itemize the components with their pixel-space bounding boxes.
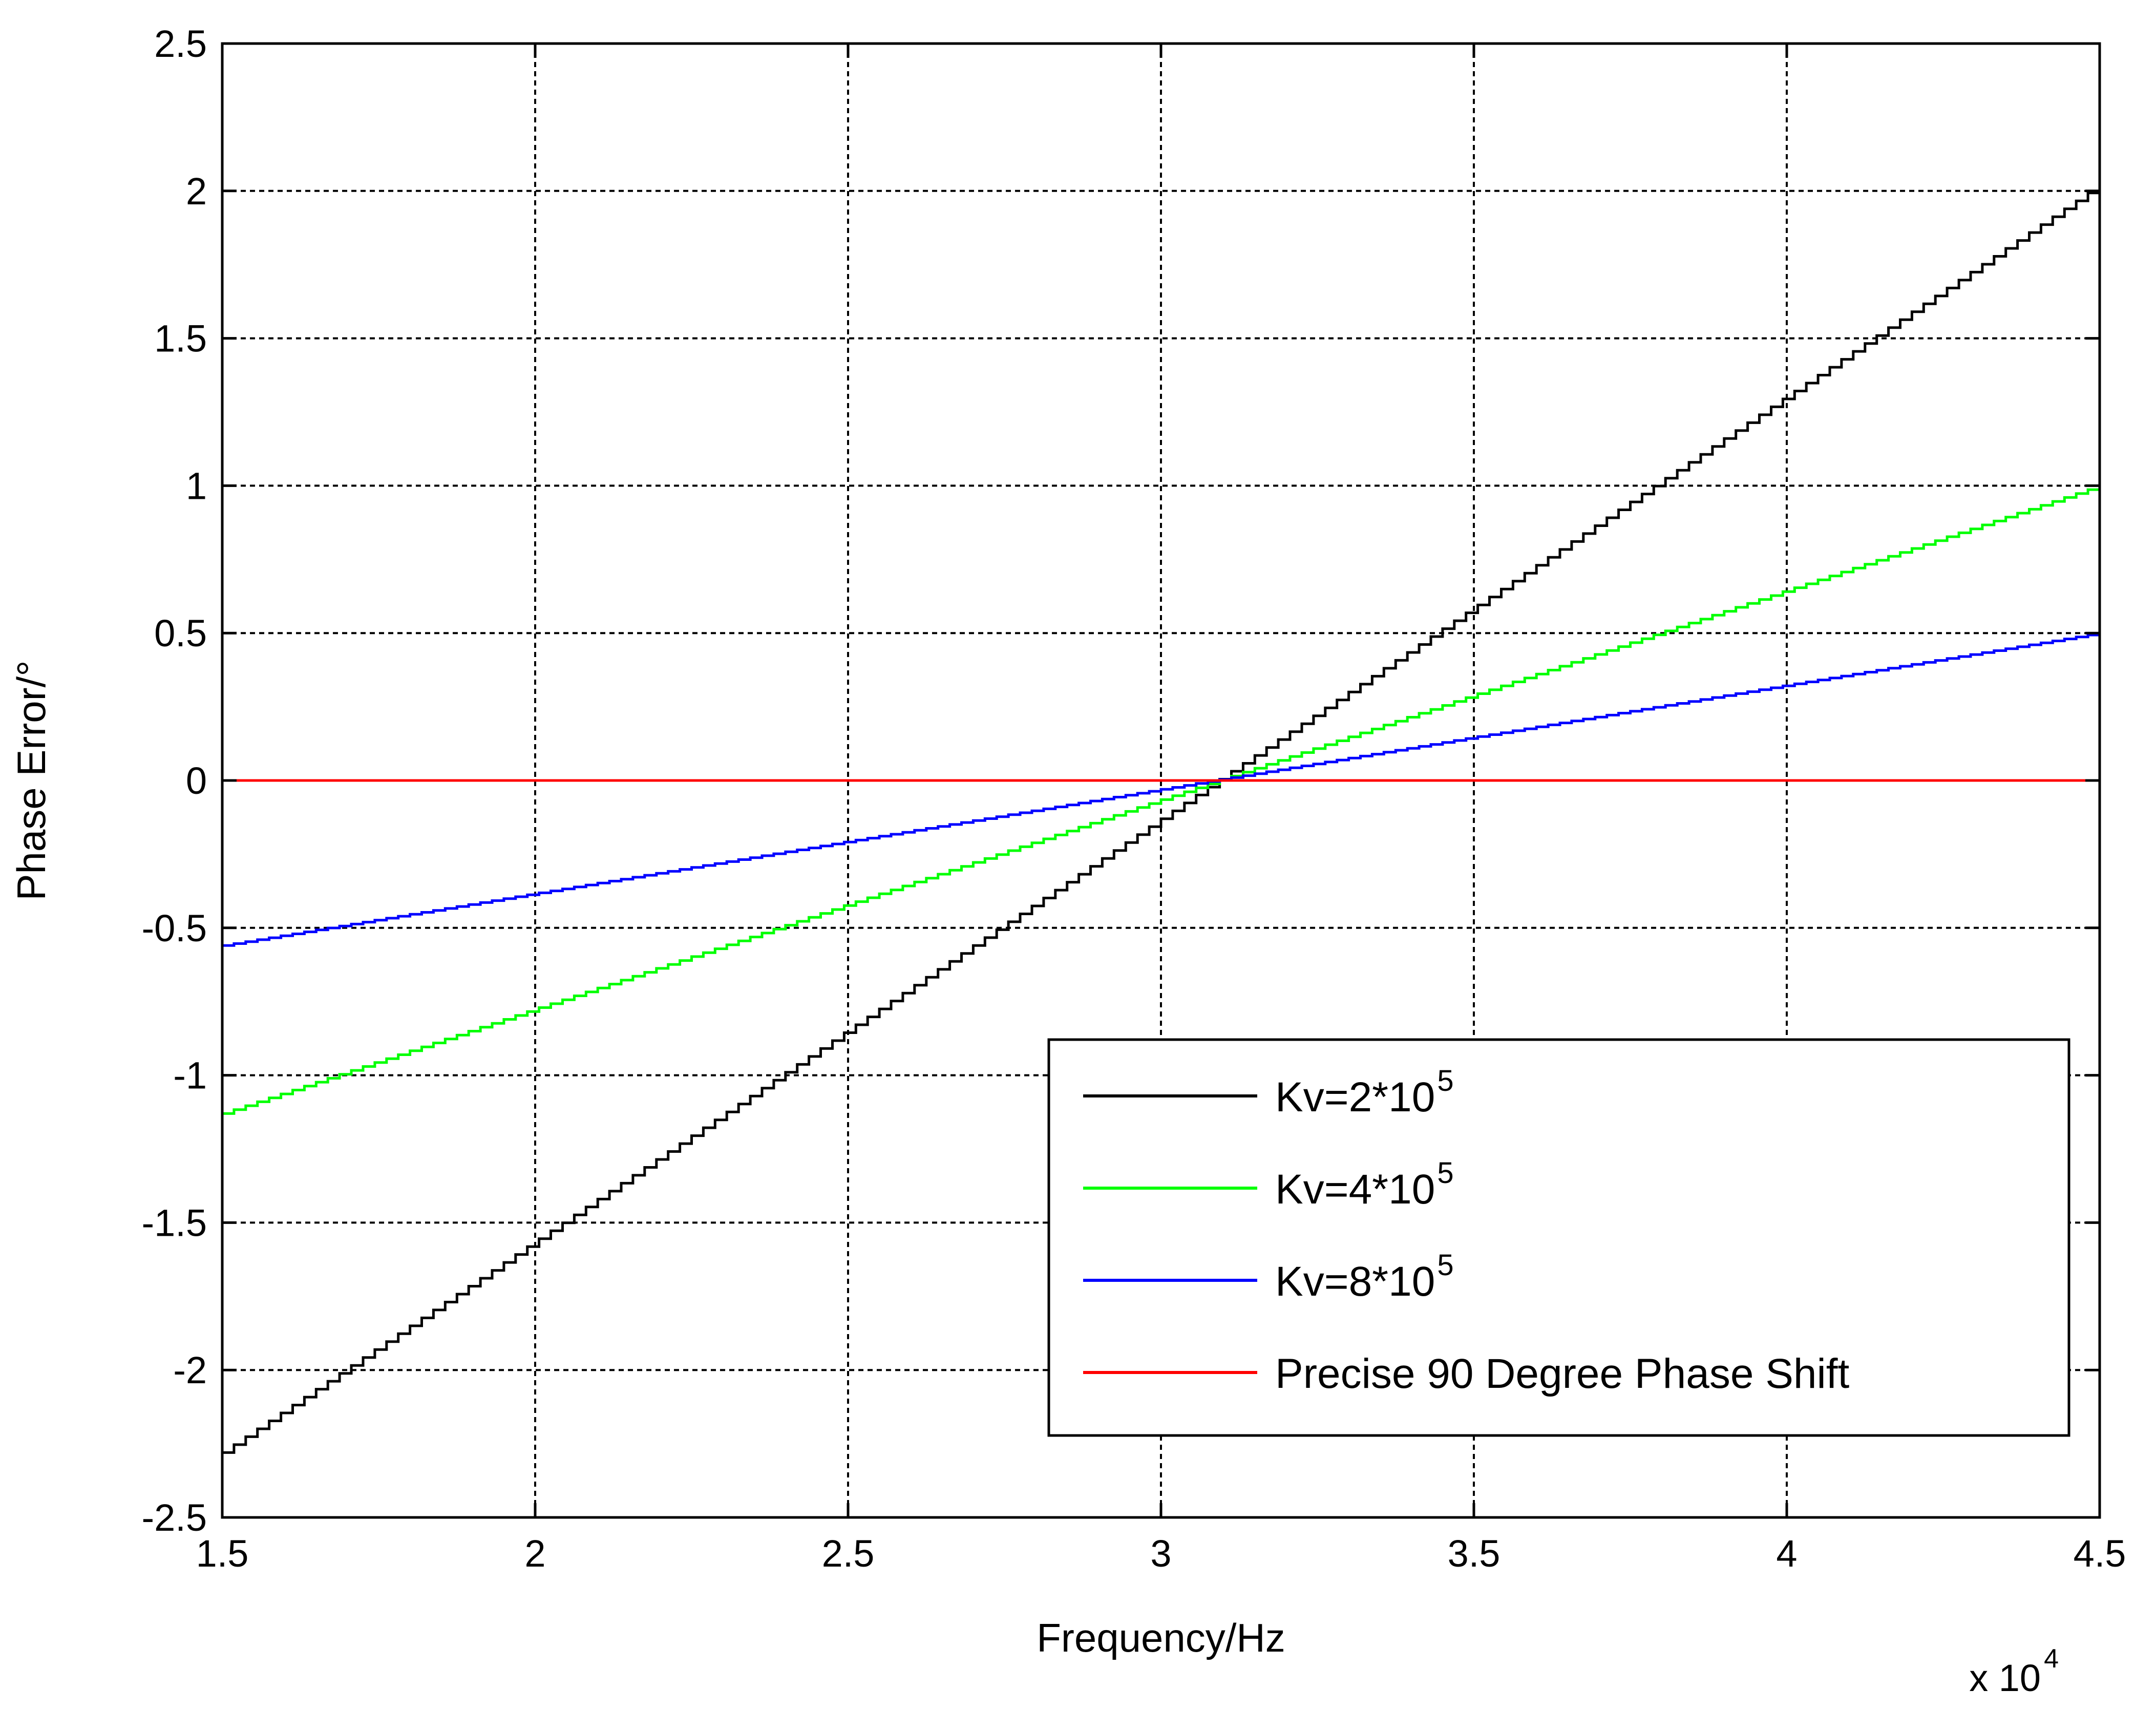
legend-label-4: Precise 90 Degree Phase Shift [1275,1350,1850,1397]
x-tick-label: 4 [1776,1532,1797,1575]
legend-label-exponent: 5 [1437,1249,1453,1282]
y-tick-label: 1 [186,464,207,507]
legend-label-exponent: 5 [1437,1064,1453,1097]
x-tick-label: 4.5 [2074,1532,2126,1575]
y-tick-label: 0 [186,759,207,802]
x-scale-multiplier-base: x 10 [1969,1657,2041,1699]
y-tick-label: -0.5 [141,907,207,949]
legend-label-text: Kv=4*10 [1275,1166,1435,1213]
x-tick-label: 2 [524,1532,545,1575]
y-tick-label: 2 [186,170,207,213]
x-axis-title: Frequency/Hz [1037,1615,1285,1660]
y-tick-label: -2.5 [141,1496,207,1539]
x-tick-label: 3 [1150,1532,1171,1575]
y-tick-label: 2.5 [154,23,207,65]
legend-label-text: Precise 90 Degree Phase Shift [1275,1350,1850,1397]
y-tick-label: 1.5 [154,318,207,360]
y-tick-label: -2 [173,1349,207,1391]
y-tick-label: 0.5 [154,612,207,654]
legend-label-text: Kv=8*10 [1275,1258,1435,1305]
x-tick-label: 3.5 [1448,1532,1500,1575]
x-scale-multiplier-exponent: 4 [2044,1644,2059,1674]
y-axis-title: Phase Error/° [9,660,54,900]
y-tick-label: -1.5 [141,1201,207,1244]
phase-error-chart: 1.5 2 2.5 3 3.5 4 4.5-2.5-2-1.5-1-0.500.511.52… [0,0,2156,1711]
legend-label-text: Kv=2*10 [1275,1074,1435,1121]
y-tick-label: -1 [173,1054,207,1097]
x-tick-label: 2.5 [822,1532,875,1575]
legend-label-exponent: 5 [1437,1156,1453,1190]
